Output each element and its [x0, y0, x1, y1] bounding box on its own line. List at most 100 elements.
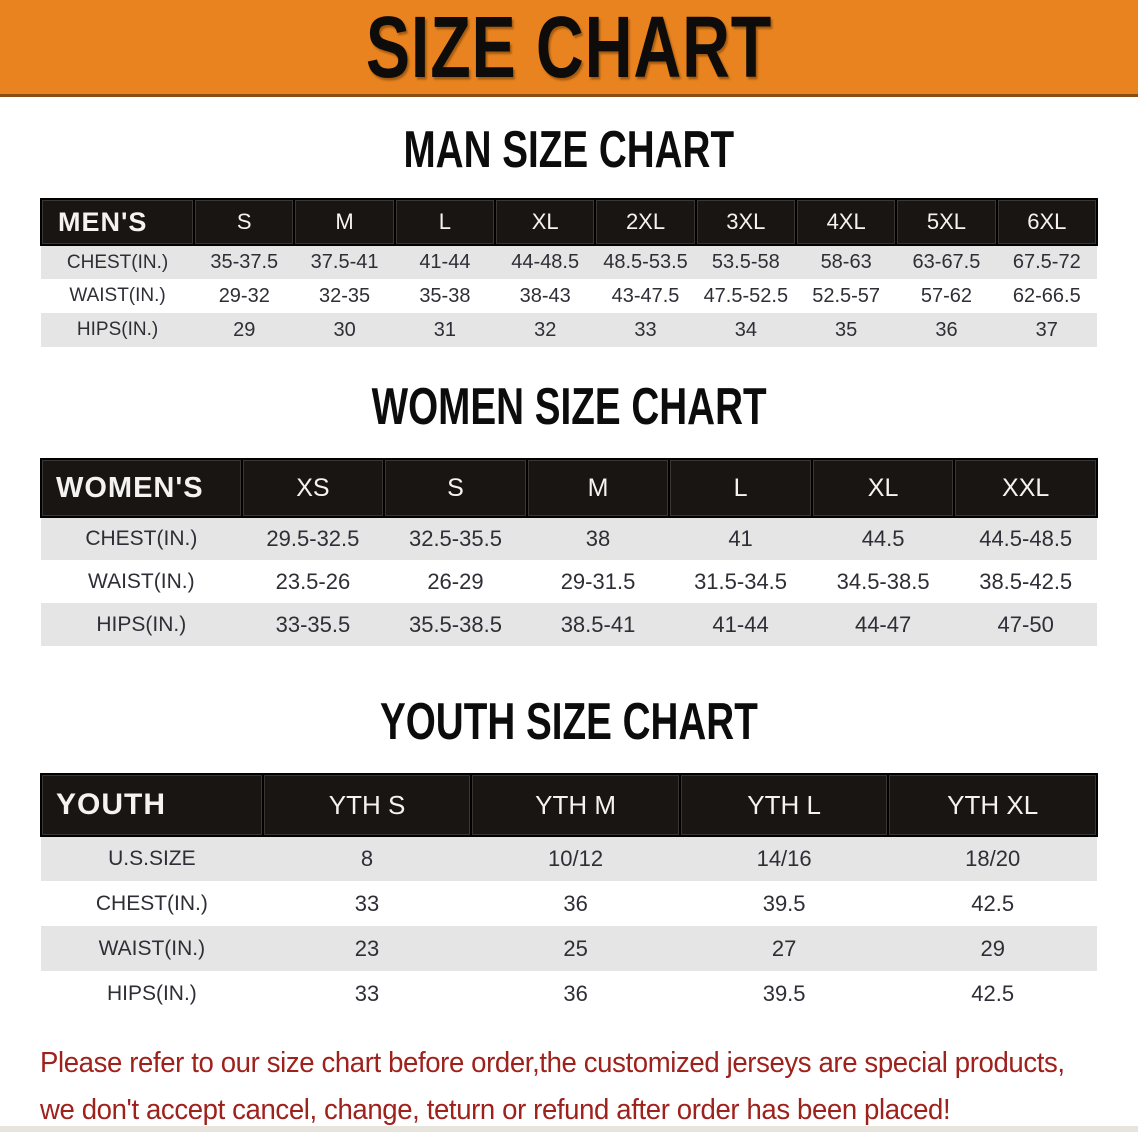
size-value-cell: 29	[980, 935, 1005, 961]
size-value-cell: 48.5-53.5	[603, 251, 688, 273]
size-value-cell: 41-44	[419, 251, 471, 273]
size-value-cell: 57-62	[920, 284, 973, 307]
size-value-cell: 41-44	[712, 611, 769, 637]
size-value-cell: 47.5-52.5	[703, 284, 789, 307]
size-column-header: YTH L	[678, 773, 890, 837]
size-value-cell: 8	[360, 846, 374, 871]
size-value-cell: 52.5-57	[812, 284, 881, 307]
measurement-label: HIPS(IN.)	[76, 319, 159, 340]
size-column-header: 4XL	[794, 198, 898, 246]
size-value-cell: 34.5-38.5	[836, 568, 930, 594]
size-value-cell: 42.5	[971, 890, 1015, 916]
size-column-header: YTH S	[261, 773, 473, 837]
table-row: HIPS(IN.) 33 36 39.5 42.5	[41, 971, 1097, 1016]
measurement-label: WAIST(IN.)	[69, 285, 166, 306]
size-value-cell: 44.5	[861, 526, 905, 551]
table-row: U.S.SIZE 8 10/12 14/16 18/20	[41, 836, 1097, 881]
size-value-cell: 38.5-41	[560, 611, 636, 637]
women-size-chart-heading: WOMEN SIZE CHART	[371, 376, 767, 436]
size-column-header: XL	[494, 198, 597, 246]
size-value-cell: 33	[354, 890, 380, 916]
disclaimer-line-1: Please refer to our size chart before or…	[40, 1047, 1065, 1079]
youth-size-chart-heading: YOUTH SIZE CHART	[380, 691, 758, 751]
size-column-header: L	[393, 198, 497, 246]
size-value-cell: 35-37.5	[210, 251, 279, 273]
size-value-cell: 31.5-34.5	[694, 568, 788, 594]
table-row: WAIST(IN.) 23.5-26 26-29 29-31.5 31.5-34…	[41, 560, 1097, 603]
womens-table-label: WOMEN'S	[40, 458, 243, 518]
size-value-cell: 33	[354, 980, 380, 1006]
order-disclaimer: Please refer to our size chart before or…	[40, 1040, 1138, 1134]
disclaimer-line-2: we don't accept cancel, change, teturn o…	[40, 1094, 951, 1126]
measurement-label: WAIST(IN.)	[88, 569, 195, 593]
table-row: CHEST(IN.) 29.5-32.5 32.5-35.5 38 41 44.…	[41, 517, 1097, 560]
size-value-cell: 38-43	[519, 284, 571, 307]
size-value-cell: 23	[354, 935, 380, 961]
size-value-cell: 37.5-41	[310, 251, 379, 273]
size-value-cell: 31	[433, 318, 457, 341]
size-value-cell: 38.5-42.5	[979, 568, 1073, 594]
bottom-edge-strip	[0, 1126, 1138, 1132]
size-value-cell: 35	[835, 318, 858, 341]
measurement-label: CHEST(IN.)	[95, 891, 208, 915]
size-column-header: XXL	[953, 458, 1098, 518]
size-value-cell: 39.5	[762, 980, 806, 1006]
size-value-cell: 41	[728, 526, 753, 551]
measurement-label: HIPS(IN.)	[96, 612, 187, 636]
size-value-cell: 29.5-32.5	[266, 526, 360, 551]
size-column-header: M	[293, 198, 396, 246]
size-value-cell: 29-31.5	[560, 568, 636, 594]
mens-size-table: MEN'S S M L XL 2XL 3XL 4XL 5XL 6XL CHEST…	[39, 198, 1099, 347]
size-value-cell: 36	[563, 890, 588, 916]
table-row: HIPS(IN.) 33-35.5 35.5-38.5 38.5-41 41-4…	[41, 603, 1097, 646]
measurement-label: U.S.SIZE	[108, 847, 196, 870]
measurement-label: WAIST(IN.)	[98, 936, 206, 960]
size-value-cell: 62-66.5	[1012, 284, 1081, 307]
size-value-cell: 29	[233, 318, 256, 341]
measurement-label: CHEST(IN.)	[66, 251, 169, 273]
size-value-cell: 44-47	[854, 611, 912, 637]
table-row: HIPS(IN.) 29 30 31 32 33 34 35 36 37	[41, 313, 1097, 347]
size-column-header: M	[525, 458, 671, 518]
size-value-cell: 32.5-35.5	[408, 526, 502, 551]
size-column-header: YTH XL	[887, 773, 1098, 837]
size-value-cell: 42.5	[971, 980, 1015, 1006]
size-value-cell: 37	[1035, 318, 1058, 341]
mens-table-label: MEN'S	[39, 198, 196, 246]
size-value-cell: 36	[935, 318, 958, 341]
size-column-header: XL	[810, 458, 956, 518]
size-column-header: 5XL	[895, 198, 998, 246]
size-value-cell: 18/20	[965, 846, 1021, 871]
table-row: WAIST(IN.) 23 25 27 29	[41, 926, 1097, 971]
womens-header-row: WOMEN'S XS S M L XL XXL	[40, 458, 1098, 518]
size-value-cell: 36	[563, 980, 588, 1006]
size-value-cell: 63-67.5	[912, 251, 981, 273]
size-value-cell: 39.5	[762, 890, 806, 916]
size-value-cell: 43-47.5	[611, 284, 680, 307]
size-value-cell: 25	[563, 935, 588, 961]
size-value-cell: 33	[634, 318, 657, 341]
size-column-header: L	[668, 458, 813, 518]
size-value-cell: 32	[534, 318, 557, 341]
table-row: WAIST(IN.) 29-32 32-35 35-38 38-43 43-47…	[41, 279, 1097, 313]
size-value-cell: 27	[771, 935, 797, 961]
youth-header-row: YOUTH YTH S YTH M YTH L YTH XL	[40, 773, 1098, 837]
size-value-cell: 47-50	[997, 611, 1054, 637]
size-column-header: YTH M	[470, 773, 681, 837]
size-value-cell: 67.5-72	[1012, 251, 1081, 273]
banner-title: SIZE CHART	[365, 0, 773, 97]
size-value-cell: 10/12	[548, 846, 604, 871]
mens-header-row: MEN'S S M L XL 2XL 3XL 4XL 5XL 6XL	[39, 198, 1099, 246]
size-column-header: XS	[240, 458, 386, 518]
size-value-cell: 53.5-58	[711, 251, 780, 273]
size-value-cell: 23.5-26	[275, 568, 351, 594]
size-value-cell: 14/16	[756, 846, 812, 871]
size-value-cell: 38	[585, 526, 611, 551]
size-value-cell: 44-48.5	[511, 251, 580, 273]
man-size-chart-heading: MAN SIZE CHART	[403, 119, 735, 179]
table-row: CHEST(IN.) 35-37.5 37.5-41 41-44 44-48.5…	[41, 245, 1097, 279]
womens-size-table: WOMEN'S XS S M L XL XXL CHEST(IN.) 29.5-…	[40, 458, 1098, 646]
size-column-header: 6XL	[995, 198, 1099, 246]
size-column-header: S	[383, 458, 528, 518]
size-value-cell: 58-63	[820, 251, 872, 273]
